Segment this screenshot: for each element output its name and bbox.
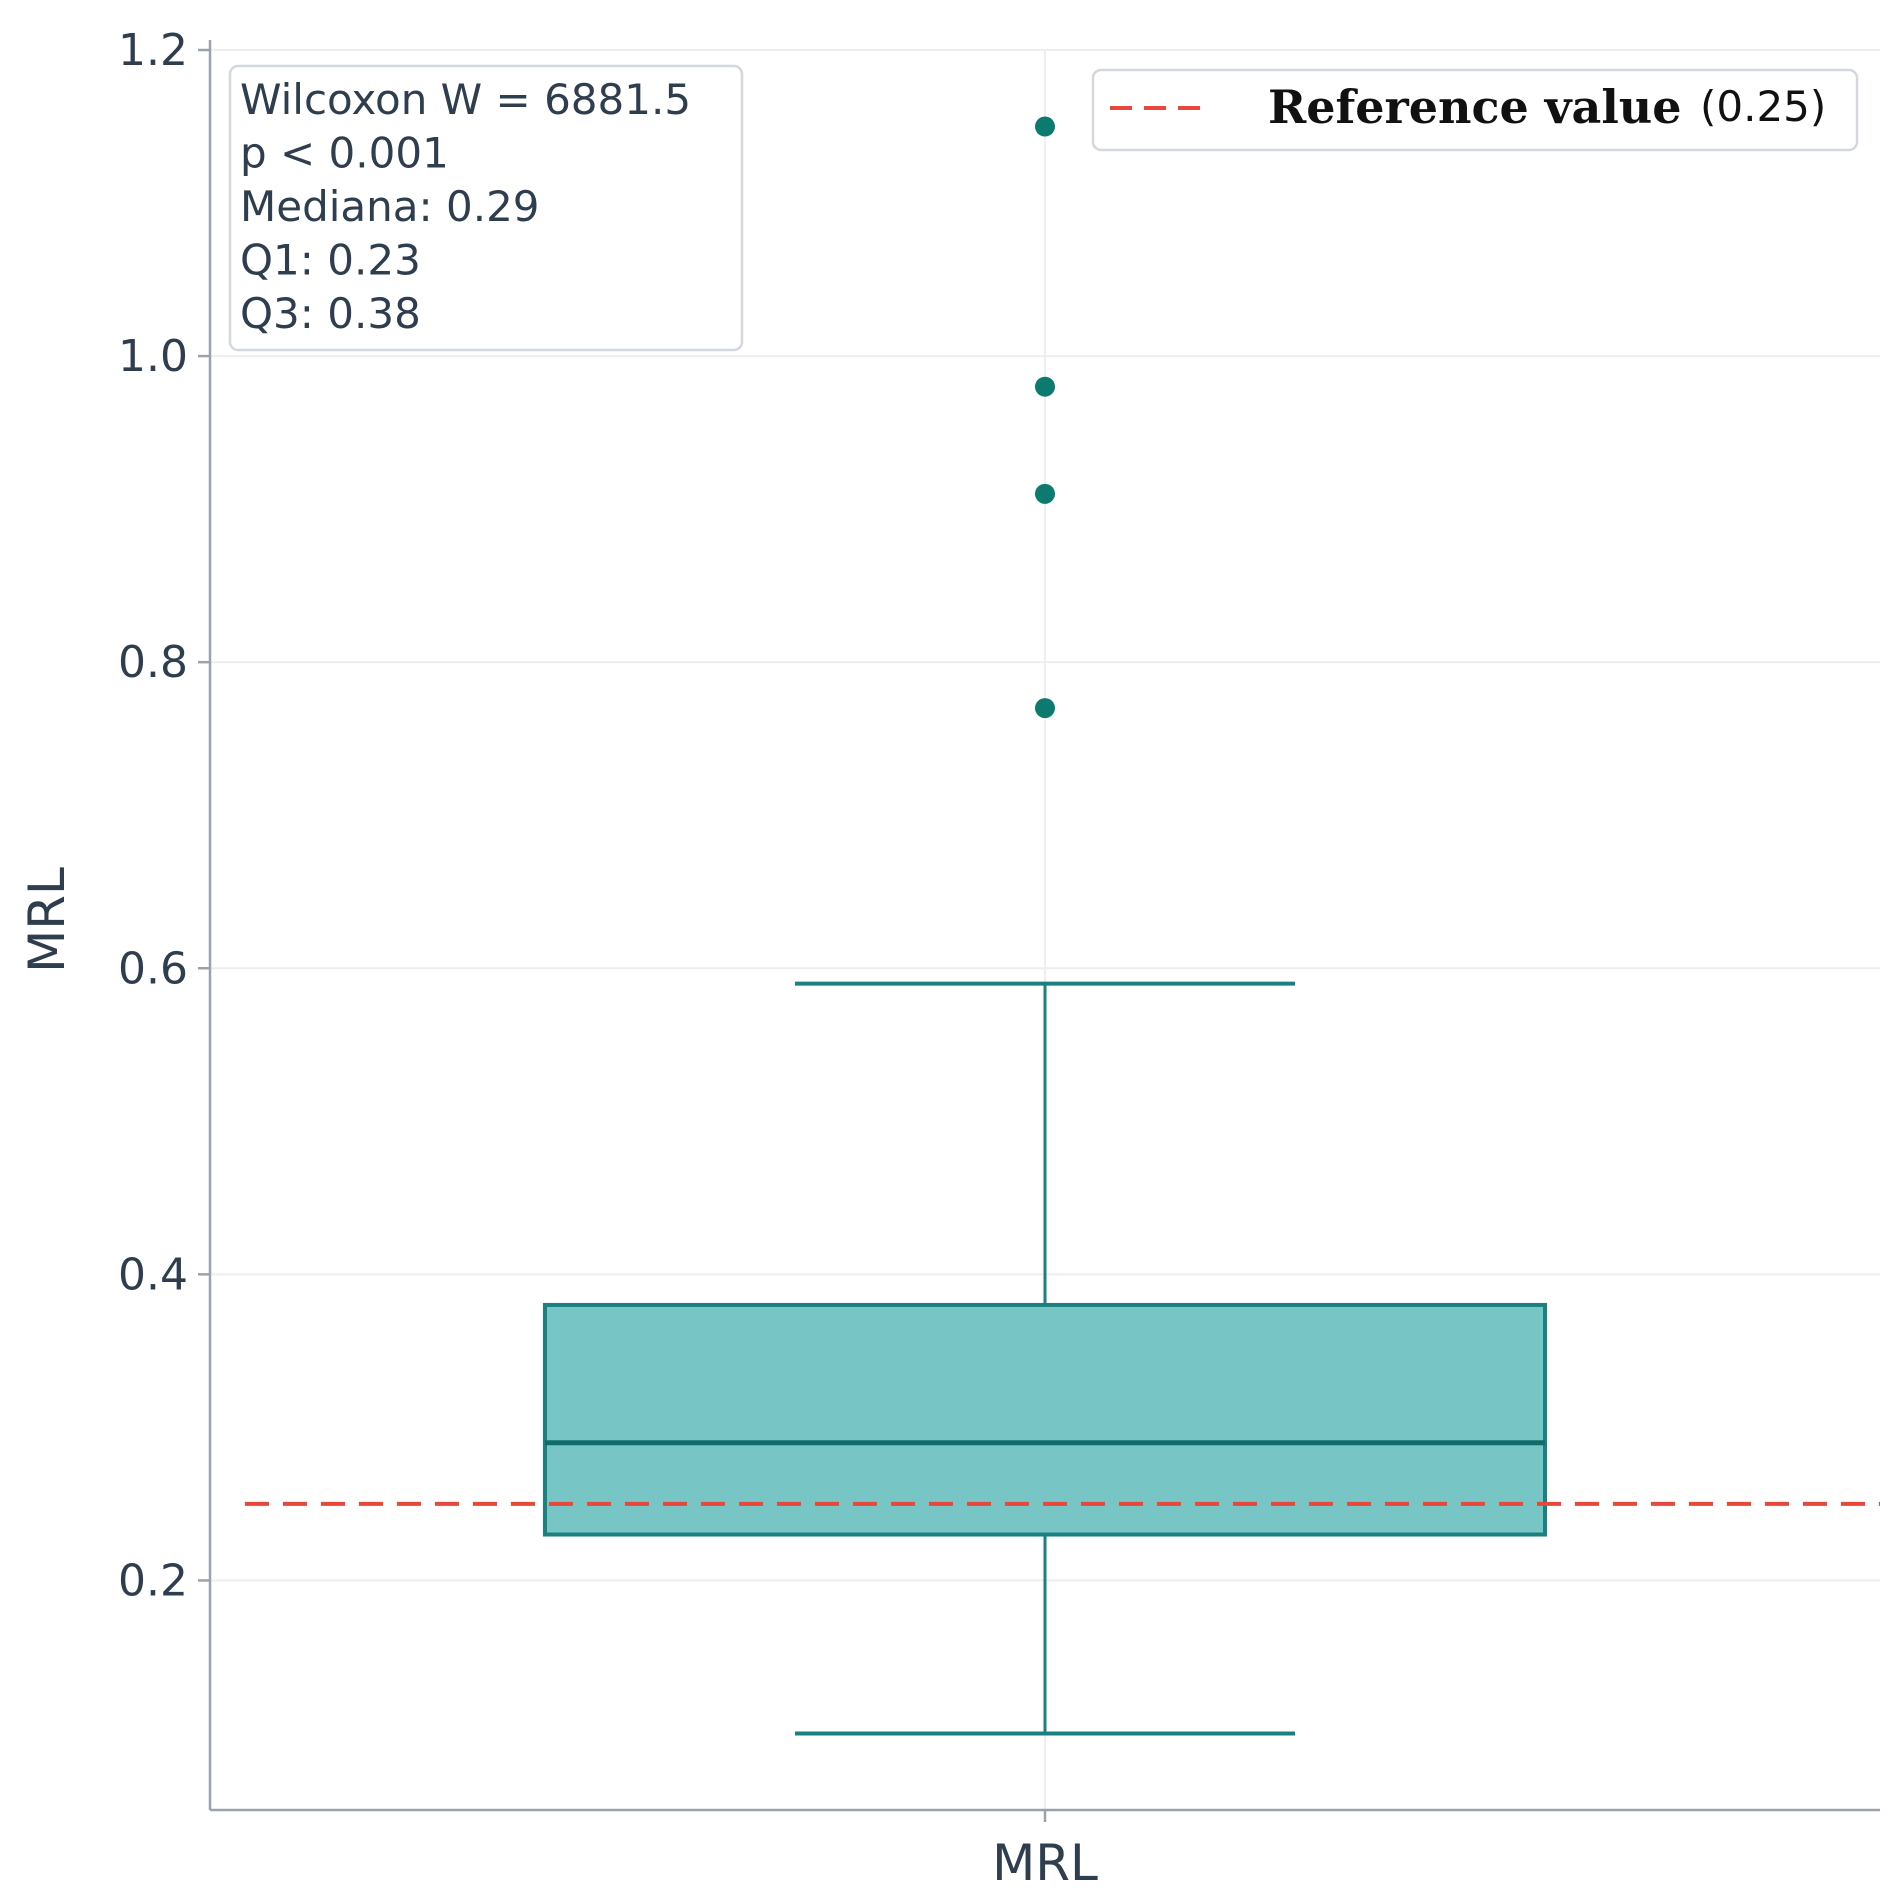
y-axis-title: MRL: [18, 867, 76, 973]
legend-value-label: (0.25): [1700, 82, 1826, 131]
stats-line-wilcoxon: Wilcoxon W = 6881.5: [240, 75, 691, 124]
outlier-point: [1035, 116, 1055, 137]
box-layer: [245, 116, 1880, 1736]
y-tick-label: 0.2: [118, 1555, 188, 1606]
y-tick-label: 1.0: [118, 331, 188, 382]
stats-line-q3: Q3: 0.38: [240, 289, 421, 338]
y-tick-label: 0.8: [118, 637, 188, 688]
axes: 0.2 0.4 0.6 0.8 1.0 1.2 MRL: [118, 25, 1880, 1892]
outlier-point: [1035, 483, 1055, 504]
stats-line-median: Mediana: 0.29: [240, 182, 540, 231]
y-tick-label: 0.6: [118, 943, 188, 994]
grid-lines: [210, 49, 1880, 1810]
legend: Reference value (0.25): [1091, 68, 1859, 152]
legend-frame: [1091, 68, 1859, 152]
stats-box-frame: [228, 64, 744, 352]
legend-label: Reference value: [1268, 80, 1682, 134]
iqr-box: [543, 1302, 1547, 1537]
y-tick-label: 1.2: [118, 25, 188, 76]
stats-line-q1: Q1: 0.23: [240, 236, 421, 285]
stats-annotation-box: Wilcoxon W = 6881.5 p < 0.001 Mediana: 0…: [228, 64, 744, 352]
stats-line-p-value: p < 0.001: [240, 129, 449, 178]
y-tick-label: 0.4: [118, 1249, 188, 1300]
outlier-point: [1035, 698, 1055, 719]
outlier-point: [1035, 376, 1055, 397]
x-tick-label: MRL: [992, 1834, 1098, 1892]
